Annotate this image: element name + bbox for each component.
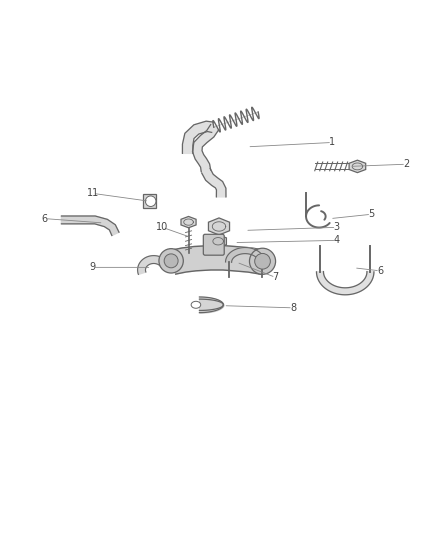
Text: 6: 6	[377, 266, 383, 276]
Text: 9: 9	[90, 262, 96, 272]
Text: 8: 8	[290, 303, 296, 313]
Polygon shape	[226, 247, 265, 262]
Polygon shape	[181, 216, 196, 228]
Text: 6: 6	[42, 214, 48, 224]
Polygon shape	[192, 125, 219, 172]
Ellipse shape	[191, 301, 201, 308]
Polygon shape	[138, 256, 169, 274]
Polygon shape	[208, 218, 230, 235]
Polygon shape	[317, 272, 374, 295]
Text: 10: 10	[156, 222, 169, 232]
Circle shape	[254, 254, 270, 269]
Polygon shape	[210, 235, 226, 248]
Text: 1: 1	[329, 138, 335, 148]
Polygon shape	[61, 216, 119, 236]
Polygon shape	[183, 121, 213, 154]
Text: 2: 2	[403, 159, 409, 169]
Polygon shape	[349, 160, 366, 173]
Text: 3: 3	[333, 222, 339, 232]
Circle shape	[250, 248, 276, 274]
Text: 7: 7	[272, 272, 279, 282]
Text: 5: 5	[368, 209, 374, 219]
Circle shape	[145, 196, 156, 206]
Text: 4: 4	[333, 236, 339, 245]
FancyBboxPatch shape	[203, 235, 224, 255]
Circle shape	[159, 249, 184, 273]
Polygon shape	[202, 168, 226, 197]
Text: 11: 11	[87, 188, 99, 198]
Polygon shape	[171, 246, 265, 274]
Circle shape	[164, 254, 178, 268]
Polygon shape	[143, 194, 156, 208]
